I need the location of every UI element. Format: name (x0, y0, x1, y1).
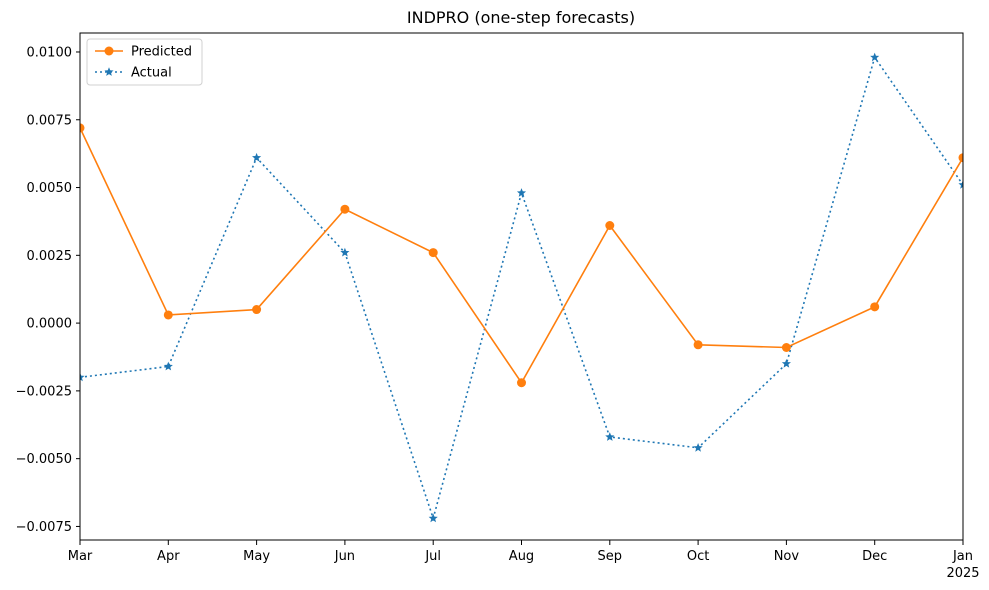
legend: Predicted Actual (86, 38, 203, 86)
x-year-label: 2025 (946, 566, 979, 581)
legend-marker-actual (104, 67, 114, 76)
data-point-predicted (340, 204, 350, 214)
y-tick-label: 0.0050 (27, 181, 73, 196)
legend-label-actual: Actual (131, 66, 172, 81)
legend-label-predicted: Predicted (131, 45, 192, 60)
x-tick-label: Mar (68, 549, 93, 564)
data-point-actual (693, 443, 703, 452)
plot-frame (79, 32, 964, 541)
x-tick-label: Jan (952, 549, 973, 564)
y-tick-label: 0.0025 (27, 249, 73, 264)
x-tick-label: Jun (334, 549, 355, 564)
data-point-predicted (958, 153, 963, 163)
data-point-actual (252, 152, 262, 162)
y-tick-label: 0.0075 (27, 113, 73, 128)
y-tick-label: −0.0025 (16, 384, 72, 399)
x-tick-label: May (243, 549, 270, 564)
x-tick-label: Sep (598, 549, 623, 564)
x-tick-label: Dec (862, 549, 887, 564)
y-tick-label: −0.0050 (16, 452, 72, 467)
data-point-actual (781, 358, 791, 368)
data-point-actual (163, 361, 173, 371)
data-point-predicted (80, 123, 85, 133)
series-predicted (80, 123, 963, 388)
plot-area (80, 52, 963, 523)
data-point-predicted (252, 305, 262, 315)
y-tick-label: −0.0075 (16, 520, 72, 535)
series-line-predicted (80, 127, 963, 385)
x-tick-label: Aug (509, 549, 534, 564)
x-tick-label: Jul (424, 549, 441, 564)
data-point-actual (516, 188, 527, 197)
data-point-actual (870, 52, 880, 62)
data-point-predicted (428, 248, 438, 258)
data-point-predicted (163, 310, 173, 320)
legend-marker-predicted (104, 46, 114, 56)
data-point-actual (958, 180, 963, 189)
data-point-predicted (781, 343, 791, 353)
axes: −0.0075 −0.0050 −0.0025 0.0000 0.0025 0.0050 0… (16, 45, 980, 581)
x-tick-label: Apr (157, 549, 180, 564)
data-point-actual (80, 372, 85, 382)
data-point-actual (340, 247, 350, 257)
data-point-predicted (870, 302, 880, 312)
series-actual (80, 52, 963, 523)
series-line-actual (80, 55, 963, 522)
x-tick-label: Oct (687, 549, 709, 564)
data-point-predicted (693, 340, 703, 350)
data-point-actual (605, 432, 615, 441)
data-point-predicted (517, 378, 526, 388)
data-point-actual (428, 513, 438, 523)
y-tick-label: 0.0000 (27, 317, 73, 332)
data-point-predicted (605, 220, 615, 230)
chart-title: INDPRO (one-step forecasts) (407, 8, 635, 27)
y-tick-label: 0.0100 (27, 45, 73, 60)
x-tick-label: Nov (774, 549, 800, 564)
